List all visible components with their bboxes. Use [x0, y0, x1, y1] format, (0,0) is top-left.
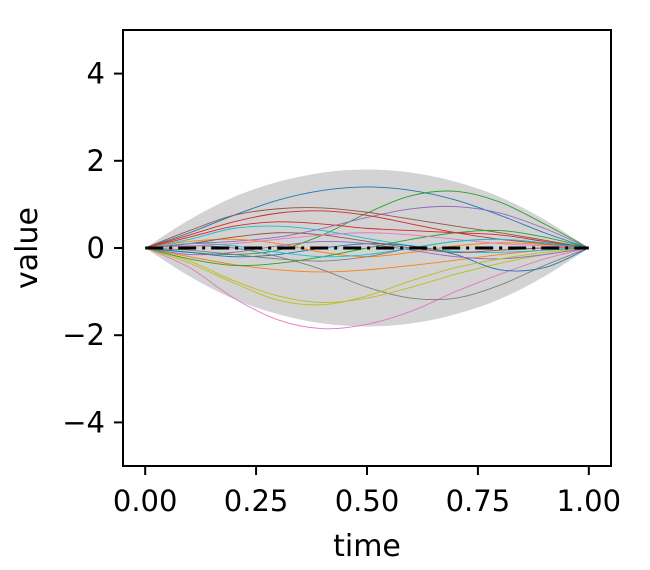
y-tick-label: −2 — [62, 318, 105, 352]
sample-line-9 — [145, 247, 589, 303]
x-axis: 0.00 0.25 0.50 0.75 1.00 — [113, 466, 621, 518]
y-axis: −4 −2 0 2 4 — [62, 57, 123, 439]
sample-line-2 — [145, 247, 589, 273]
sample-line-6 — [145, 207, 589, 249]
x-tick-label: 0.75 — [446, 484, 511, 518]
sample-line-13 — [145, 229, 589, 267]
sample-line-19 — [145, 247, 589, 306]
sample-line-4 — [145, 221, 589, 249]
sample-line-14 — [145, 210, 589, 249]
sample-line-20 — [145, 238, 589, 258]
sample-line-10 — [145, 225, 589, 253]
x-tick-label: 0.50 — [335, 484, 400, 518]
x-tick-label: 1.00 — [557, 484, 622, 518]
plot-area — [144, 169, 590, 330]
y-tick-label: 0 — [87, 231, 105, 265]
x-axis-label: time — [333, 529, 401, 564]
sample-line-3 — [145, 190, 590, 256]
sample-line-7 — [144, 247, 589, 330]
sample-line-5 — [145, 205, 590, 249]
x-tick-label: 0.00 — [113, 484, 178, 518]
y-tick-label: 2 — [87, 144, 105, 178]
sample-line-1 — [145, 186, 589, 249]
y-tick-label: −4 — [62, 405, 105, 439]
y-axis-label: value — [10, 207, 45, 289]
sample-lines-layer — [144, 186, 590, 330]
y-tick-label: 4 — [87, 57, 105, 91]
x-tick-label: 0.25 — [224, 484, 289, 518]
